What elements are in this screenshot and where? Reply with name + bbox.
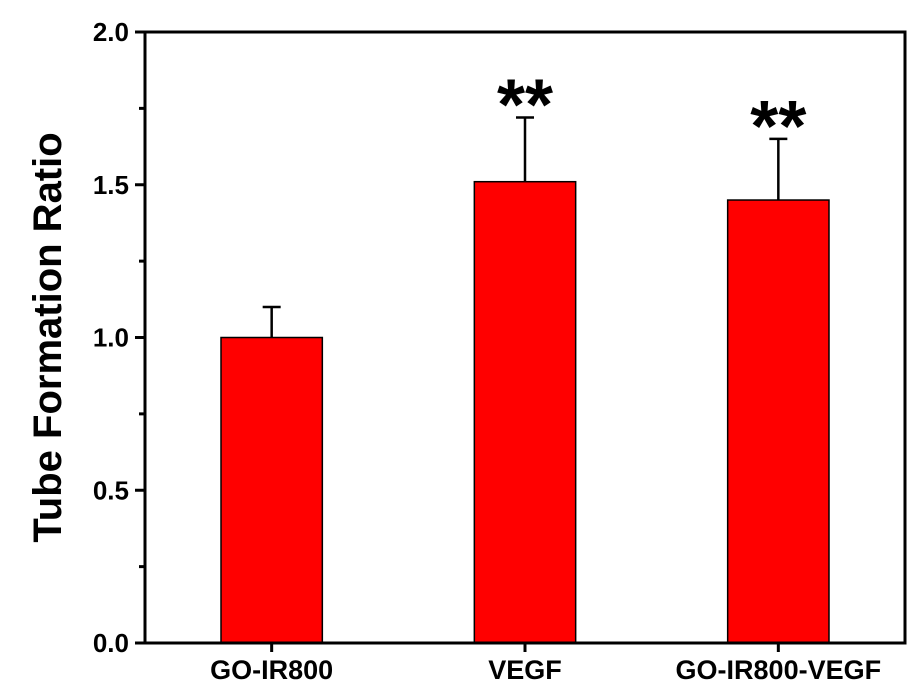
bar-go-ir800-vegf <box>726 199 830 644</box>
y-tick-label: 0.5 <box>93 475 129 505</box>
bar-go-ir800 <box>220 336 324 644</box>
y-tick-label: 1.5 <box>93 170 129 200</box>
y-tick-label: 2.0 <box>93 17 129 47</box>
y-tick-label: 0.0 <box>93 628 129 658</box>
x-tick-label: GO-IR800-VEGF <box>676 655 882 685</box>
axes: 0.0 0.5 1.0 1.5 2.0 GO-IR800 VEGF GO-IR800-VEGF <box>93 17 881 685</box>
y-axis-title: Tube Formation Ratio <box>26 132 70 542</box>
x-tick-label: GO-IR800 <box>210 655 333 685</box>
plot-marks: ** ** <box>220 66 830 644</box>
x-tick-label: VEGF <box>488 655 562 685</box>
y-tick-label: 1.0 <box>93 323 129 353</box>
significance-marker: ** <box>497 66 553 146</box>
bar-vegf <box>473 180 577 644</box>
significance-marker: ** <box>750 87 806 167</box>
